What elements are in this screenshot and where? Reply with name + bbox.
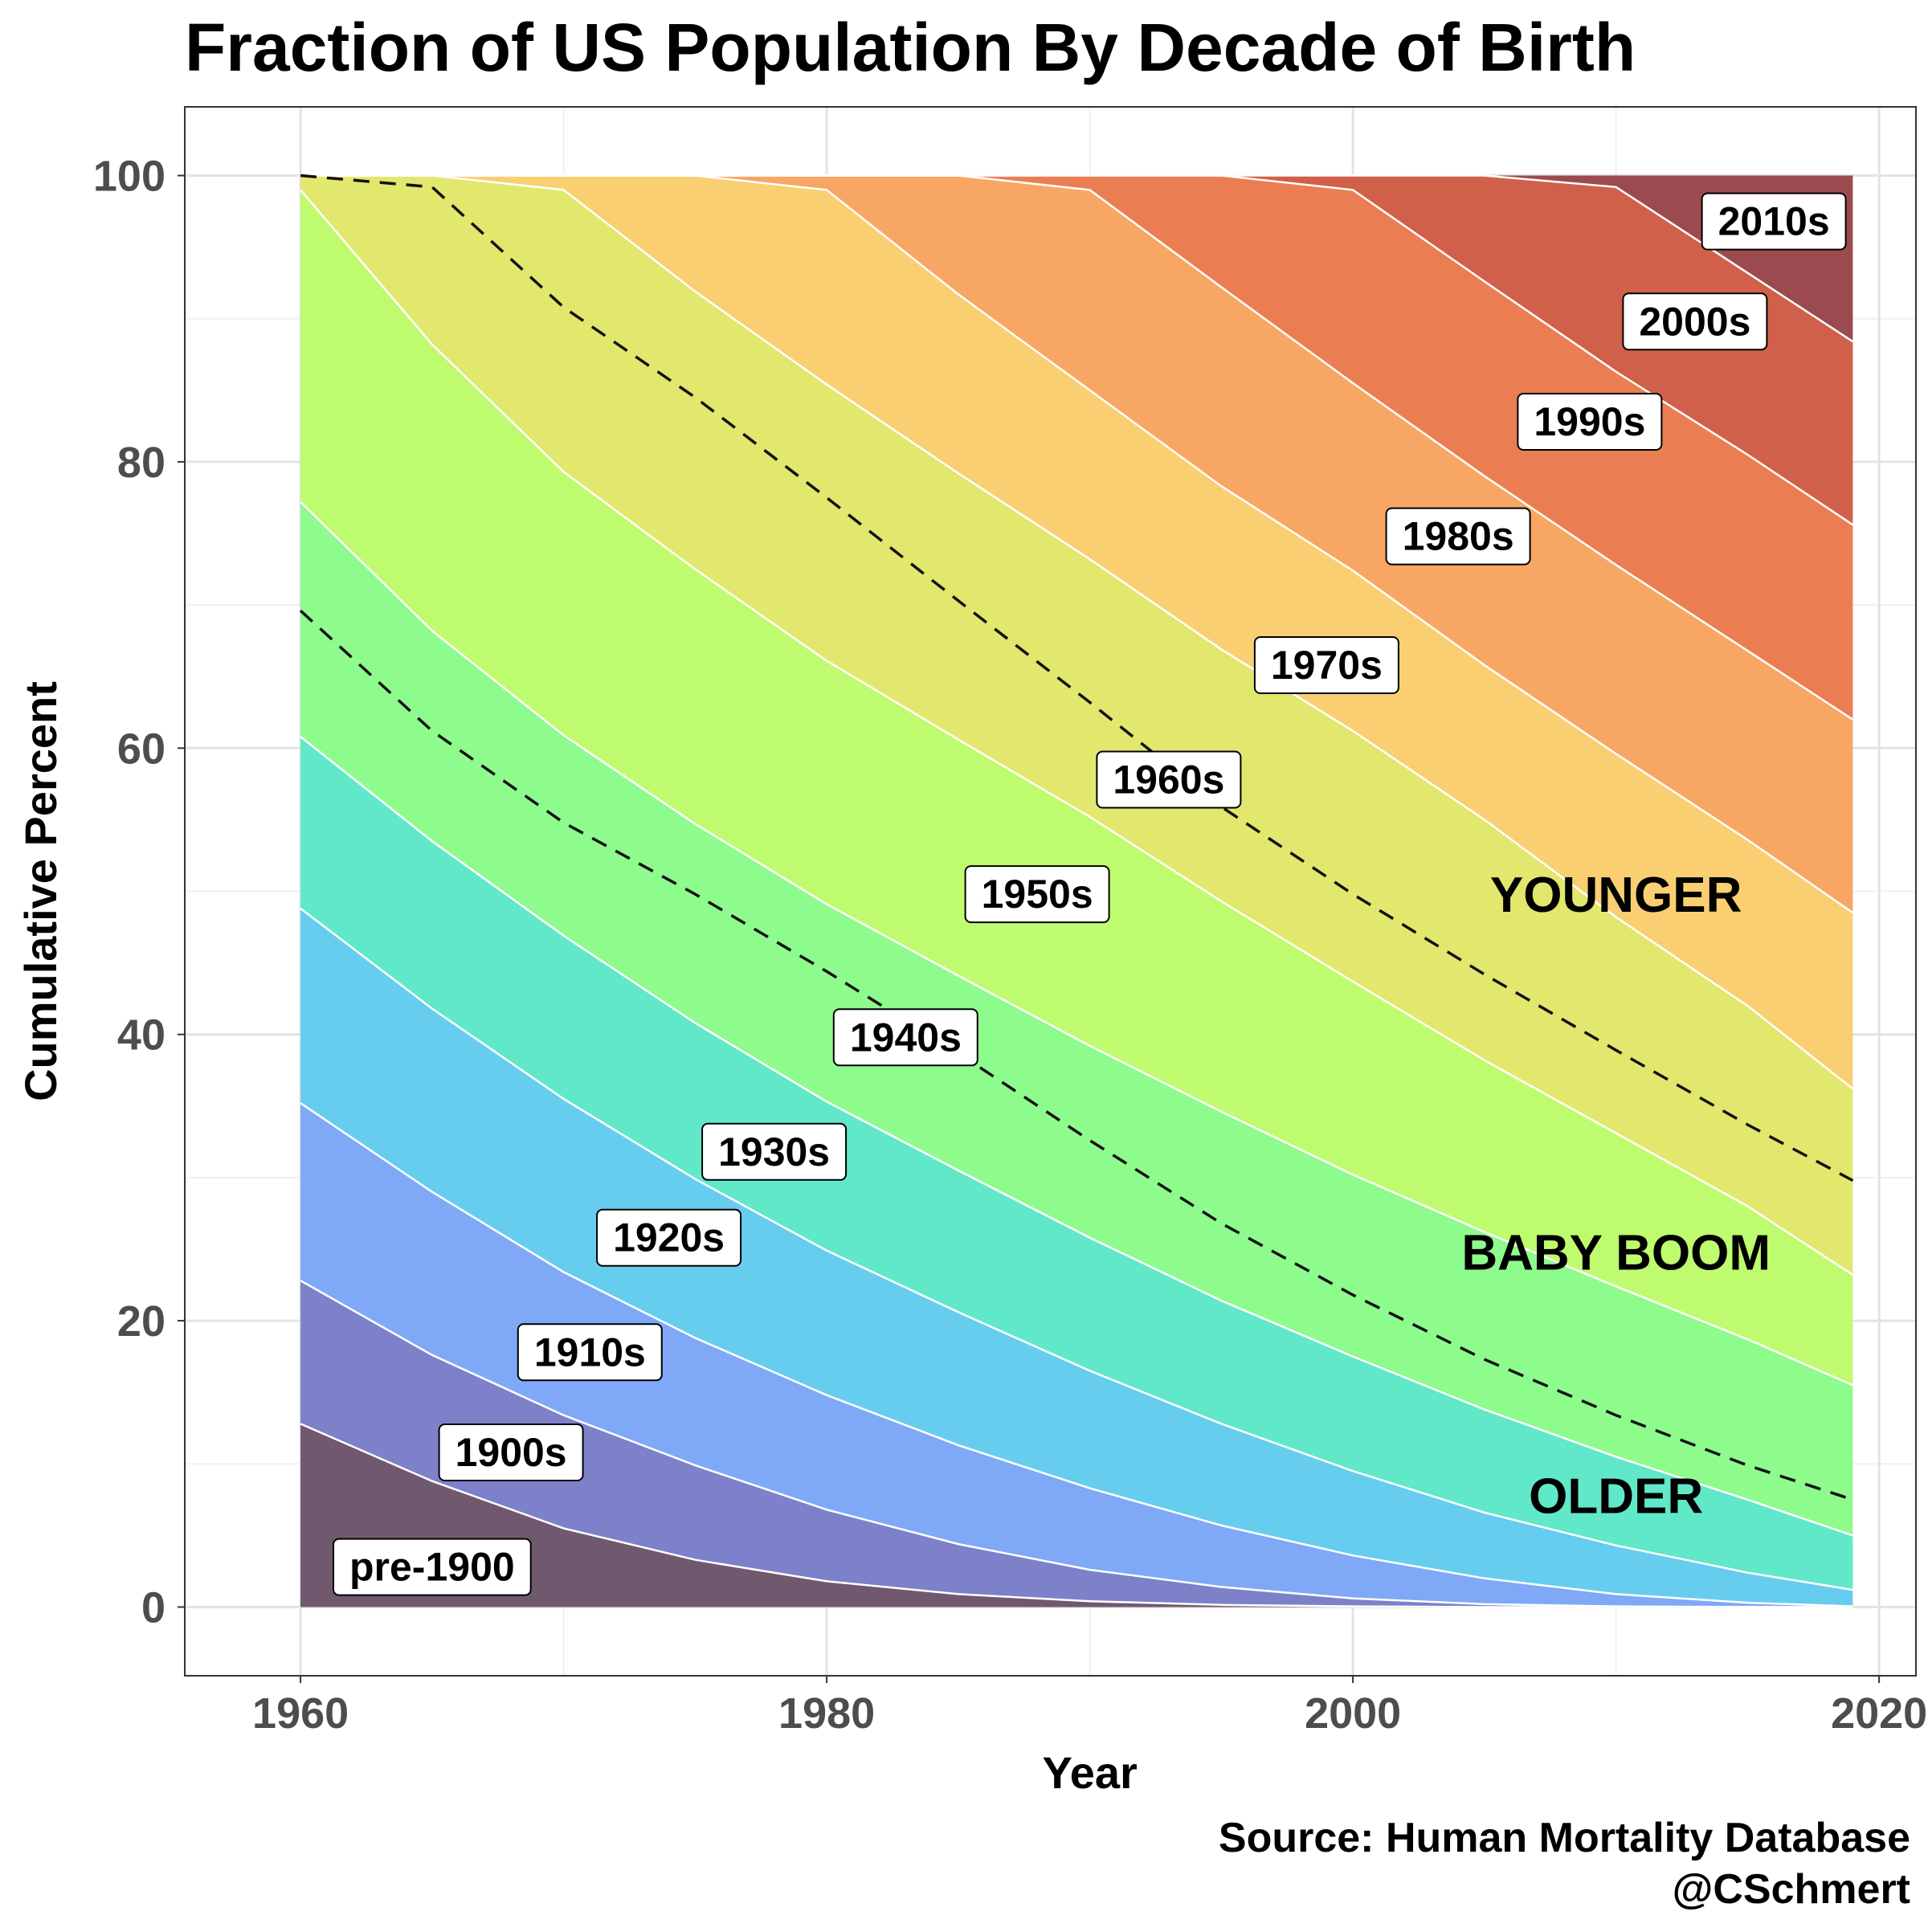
area-band-pre-1900 [300, 1423, 1853, 1607]
band-label-text: 1930s [718, 1129, 830, 1174]
area-band-1940s [300, 501, 1853, 1536]
band-label-box [964, 865, 1110, 924]
band-label-1990s: 1990s [1517, 393, 1663, 451]
x-tick-label: 2020 [1831, 1689, 1927, 1738]
band-label-1900s: 1900s [438, 1423, 584, 1481]
band-label-box [1701, 192, 1847, 251]
x-tick-label: 1960 [252, 1689, 349, 1738]
band-boundary-line-1960s [300, 174, 1854, 1090]
band-label-1930s: 1930s [701, 1122, 848, 1181]
x-tick-label: 1980 [778, 1689, 875, 1738]
band-label-text: pre-1900 [349, 1545, 515, 1590]
dashed-line-1 [300, 174, 1854, 1182]
band-label-2000s: 2000s [1622, 292, 1768, 351]
band-label-box [1517, 393, 1663, 451]
band-label-1920s: 1920s [596, 1208, 742, 1267]
band-label-1980s: 1980s [1385, 507, 1531, 566]
y-tick-label: 60 [117, 725, 165, 773]
band-label-box [832, 1008, 978, 1067]
band-label-pre-1900: pre-1900 [333, 1538, 532, 1596]
caption-line-0: Source: Human Mortality Database [1219, 1815, 1910, 1861]
caption-line-1: @CSchmert [1673, 1866, 1910, 1913]
band-label-text: 1990s [1534, 399, 1645, 444]
band-label-text: 2000s [1639, 299, 1750, 344]
band-label-1910s: 1910s [517, 1323, 663, 1382]
y-tick-label: 0 [141, 1583, 165, 1632]
band-label-box [1253, 636, 1399, 694]
band-label-1960s: 1960s [1096, 750, 1242, 809]
band-label-1970s: 1970s [1253, 636, 1399, 694]
band-label-text: 1970s [1271, 643, 1383, 688]
band-label-text: 1950s [982, 872, 1093, 917]
band-boundary-line-1910s [300, 1102, 1853, 1607]
band-label-box [596, 1208, 742, 1267]
band-label-text: 1900s [455, 1430, 567, 1475]
band-label-box [701, 1122, 848, 1181]
y-tick-label: 20 [117, 1297, 165, 1346]
annotation-younger: YOUNGER [1490, 868, 1742, 923]
y-axis-title: Cumulative Percent [15, 681, 66, 1101]
band-boundary-line-1950s [300, 189, 1854, 1276]
band-boundary-line-1920s [300, 907, 1853, 1591]
annotation-older: OLDER [1529, 1468, 1703, 1524]
plot-border [184, 106, 1917, 1677]
annotation-baby-boom: BABY BOOM [1461, 1226, 1771, 1281]
band-label-1950s: 1950s [964, 865, 1110, 924]
band-label-text: 1920s [613, 1215, 725, 1260]
band-label-text: 1910s [534, 1330, 646, 1374]
band-label-box [1622, 292, 1768, 351]
band-label-box [1096, 750, 1242, 809]
dashed-line-0 [299, 609, 1853, 1501]
band-label-1940s: 1940s [832, 1008, 978, 1067]
band-boundary-line-2000s [300, 174, 1854, 343]
area-band-1900s [300, 1281, 1853, 1607]
band-label-text: 1980s [1403, 514, 1514, 559]
area-band-1980s [300, 175, 1853, 913]
y-tick-label: 100 [93, 153, 165, 201]
x-axis-title: Year [1042, 1747, 1137, 1798]
band-label-box [517, 1323, 663, 1382]
area-band-1990s [300, 175, 1853, 720]
band-label-box [1385, 507, 1531, 566]
y-tick-label: 80 [117, 439, 165, 487]
band-label-text: 2010s [1718, 199, 1830, 244]
y-tick-label: 40 [117, 1011, 165, 1060]
band-boundary-line-1940s [300, 500, 1853, 1387]
x-tick-label: 2000 [1305, 1689, 1401, 1738]
band-label-text: 1940s [850, 1015, 962, 1060]
band-boundary-line-1900s [300, 1280, 1853, 1608]
band-boundary-line-1930s [300, 736, 1853, 1537]
area-band-1950s [300, 190, 1853, 1386]
area-band-2010s [300, 175, 1853, 342]
area-band-1930s [300, 737, 1853, 1591]
area-band-2000s [300, 175, 1853, 525]
band-label-box [333, 1538, 532, 1596]
band-label-text: 1960s [1113, 758, 1224, 803]
chart-title: Fraction of US Population By Decade of B… [185, 10, 1636, 85]
band-label-2010s: 2010s [1701, 192, 1847, 251]
area-band-1960s [300, 175, 1853, 1276]
band-label-box [438, 1423, 584, 1481]
